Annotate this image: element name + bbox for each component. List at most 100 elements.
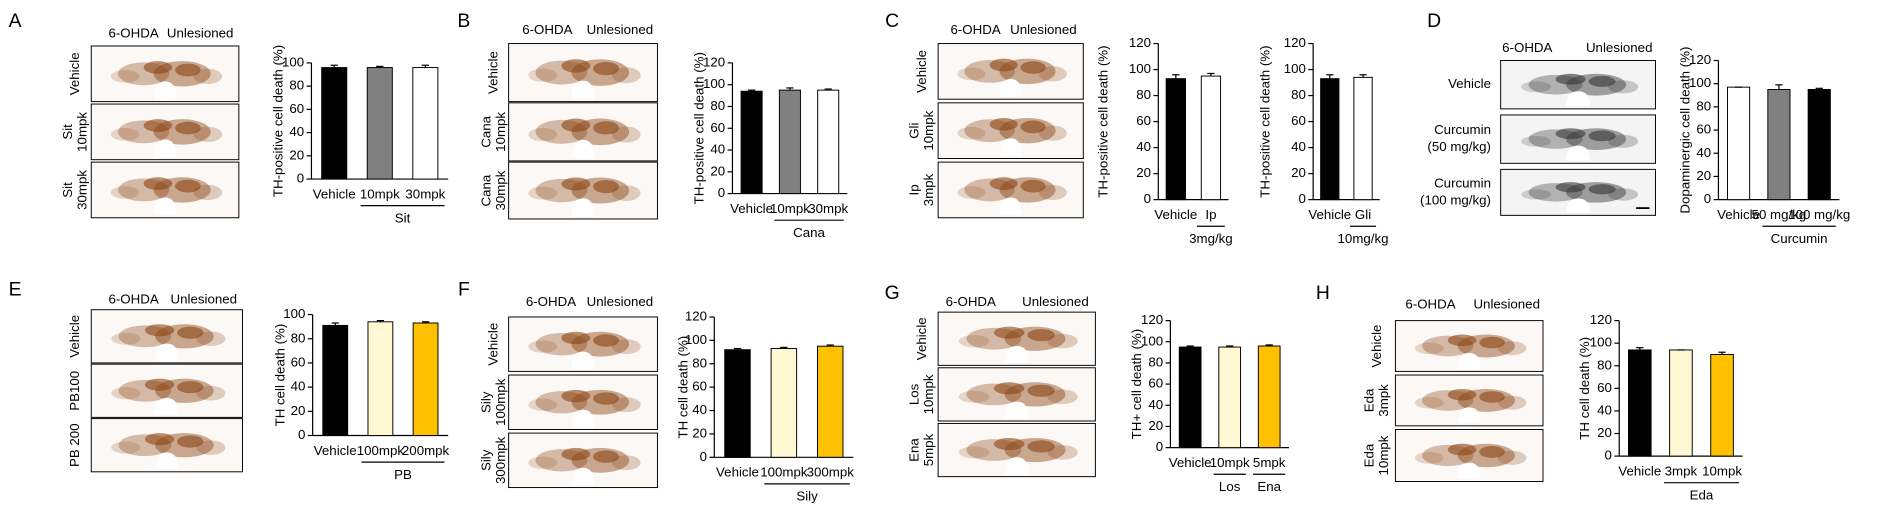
group-label: Los xyxy=(1219,479,1241,494)
x-tick-label: 100mpk xyxy=(357,443,405,458)
row-label: 10mpk xyxy=(493,112,508,152)
y-tick-label: 20 xyxy=(291,403,306,418)
y-tick-label: 120 xyxy=(1284,35,1306,50)
row-label: Curcumin xyxy=(1434,175,1491,190)
panel-letter: G xyxy=(885,282,900,304)
x-tick-label: 100 mg/kg xyxy=(1788,207,1850,222)
y-tick-label: 100 xyxy=(283,306,305,321)
row-label: Vehicle xyxy=(67,52,82,95)
x-tick-label: 30mpk xyxy=(808,201,848,216)
y-tick-label: 100 xyxy=(1689,75,1711,90)
bar xyxy=(1257,345,1281,449)
x-tick-label: Vehicle xyxy=(1154,207,1197,222)
y-tick-label: 60 xyxy=(1696,122,1711,137)
x-tick-label: Vehicle xyxy=(1308,207,1351,222)
x-tick-label: 100mpk xyxy=(760,465,808,480)
y-tick-label: 40 xyxy=(1597,402,1612,417)
x-tick-label: 200mpk xyxy=(402,443,450,458)
y-tick-label: 40 xyxy=(692,402,707,417)
column-header: Unlesioned xyxy=(171,292,238,307)
row-label: Vehicle xyxy=(1369,325,1384,368)
y-tick-label: 20 xyxy=(1148,418,1163,433)
bar xyxy=(321,67,348,180)
column-header: Unlesioned xyxy=(1010,22,1077,37)
group-label: Sily xyxy=(796,489,818,504)
y-tick-label: 80 xyxy=(1291,87,1306,102)
x-tick-label: Vehicle xyxy=(1169,455,1212,470)
group-label: Eda xyxy=(1690,488,1714,503)
column-header: Unlesioned xyxy=(167,25,234,40)
column-header: 6-OHDA xyxy=(950,22,1000,37)
bar xyxy=(817,345,844,458)
y-tick-label: 120 xyxy=(703,54,725,69)
y-axis-label: TH cell death (%) xyxy=(273,324,288,427)
panel-letter: D xyxy=(1427,10,1441,32)
x-tick-label: Vehicle xyxy=(730,201,773,216)
y-tick-label: 60 xyxy=(1148,376,1163,391)
row-label: 10mpk xyxy=(921,374,936,414)
y-tick-label: 0 xyxy=(718,185,725,200)
y-tick-label: 80 xyxy=(692,355,707,370)
y-axis-label: TH-positive cell death (%) xyxy=(270,45,285,197)
y-tick-label: 80 xyxy=(1148,354,1163,369)
panel-letter: A xyxy=(9,10,22,32)
y-tick-label: 100 xyxy=(282,54,304,69)
row-label: Vehicle xyxy=(486,51,501,94)
bar xyxy=(778,89,801,195)
y-tick-label: 100 xyxy=(1141,333,1163,348)
y-tick-label: 40 xyxy=(291,379,306,394)
column-header: Unlesioned xyxy=(1586,40,1653,55)
y-tick-label: 40 xyxy=(1291,139,1306,154)
y-tick-label: 40 xyxy=(1136,139,1151,154)
bar xyxy=(1353,76,1373,201)
row-label: Sit xyxy=(60,124,75,140)
row-label: 100mpk xyxy=(493,378,508,426)
bar xyxy=(1727,86,1751,201)
y-tick-label: 60 xyxy=(692,379,707,394)
group-label: Cana xyxy=(793,225,825,240)
group-label: 3mg/kg xyxy=(1189,231,1233,246)
bar xyxy=(1178,346,1202,449)
y-tick-label: 40 xyxy=(1148,397,1163,412)
bar xyxy=(1807,88,1831,201)
y-tick-label: 0 xyxy=(1144,191,1151,206)
y-tick-label: 80 xyxy=(289,78,304,93)
column-header: Unlesioned xyxy=(1022,294,1089,309)
x-tick-label: 10mpk xyxy=(1702,463,1742,478)
y-tick-label: 40 xyxy=(710,142,725,157)
y-axis-label: TH-positive cell death (%) xyxy=(1257,45,1272,197)
row-label: (100 mg/kg) xyxy=(1420,192,1491,207)
bar xyxy=(1200,75,1222,201)
y-tick-label: 40 xyxy=(289,124,304,139)
y-tick-label: 80 xyxy=(1597,357,1612,372)
bar xyxy=(770,348,798,458)
row-label: Vehicle xyxy=(1448,76,1491,91)
panel-letter: F xyxy=(458,278,470,300)
y-axis-label: TH+ cell death (%) xyxy=(1129,329,1144,439)
group-label: Ena xyxy=(1257,479,1281,494)
x-tick-label: 5mpk xyxy=(1253,455,1286,470)
x-tick-label: 50 mg/kg xyxy=(1752,207,1807,222)
bar xyxy=(412,322,439,437)
bar xyxy=(1767,88,1791,201)
x-tick-label: 30mpk xyxy=(405,186,445,201)
column-header: 6-OHDA xyxy=(1405,296,1455,311)
y-tick-label: 60 xyxy=(1291,113,1306,128)
y-tick-label: 20 xyxy=(692,425,707,440)
y-tick-label: 60 xyxy=(289,101,304,116)
row-label: Los xyxy=(907,383,922,405)
y-tick-label: 100 xyxy=(1129,61,1151,76)
x-tick-label: 300mpk xyxy=(807,465,855,480)
y-tick-label: 60 xyxy=(1597,380,1612,395)
y-tick-label: 120 xyxy=(1689,52,1711,67)
row-label: Cana xyxy=(478,115,493,147)
row-label: Eda xyxy=(1362,443,1377,467)
y-tick-label: 120 xyxy=(685,308,707,323)
group-label: Sit xyxy=(395,210,411,225)
row-label: 10mpk xyxy=(921,110,936,150)
y-axis-label: Dopaminergic cell death (%) xyxy=(1677,47,1692,214)
y-axis-label: TH cell death (%) xyxy=(1577,337,1592,440)
bar xyxy=(1669,349,1693,457)
bar xyxy=(412,67,439,180)
y-tick-label: 60 xyxy=(291,354,306,369)
